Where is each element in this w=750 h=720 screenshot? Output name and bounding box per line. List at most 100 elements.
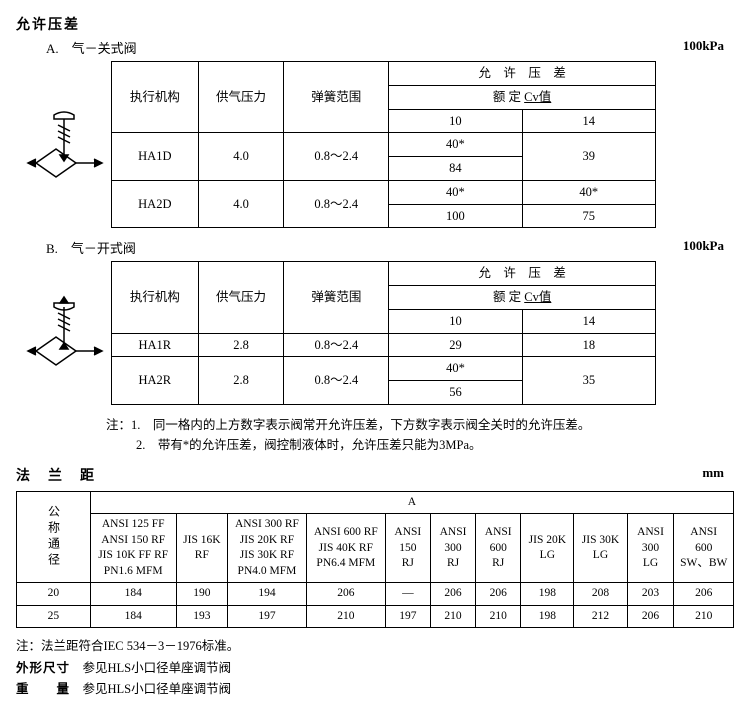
table-a: 执行机构 供气压力 弹簧范围 允 许 压 差 额 定 Cv值 10 14 HA1… (111, 61, 656, 228)
f-r25-5: 210 (430, 605, 475, 628)
fc6: ANSI 300 RJ (430, 514, 475, 583)
f-r20-dn: 20 (17, 583, 91, 606)
fc4: ANSI 600 RF JIS 40K RF PN6.4 MFM (306, 514, 385, 583)
b-r2-act: HA2R (112, 357, 199, 405)
table-a-wrap: 执行机构 供气压力 弹簧范围 允 许 压 差 额 定 Cv值 10 14 HA1… (16, 61, 734, 228)
b-r1-act: HA1R (112, 333, 199, 357)
a-r2-act: HA2D (112, 180, 199, 228)
b-r1-sup: 2.8 (198, 333, 284, 357)
b-r2-c14: 35 (522, 357, 655, 405)
f-r20-0: 184 (90, 583, 176, 606)
valve-open-icon (24, 293, 104, 373)
wt-text: 参见HLS小口径单座调节阀 (70, 682, 231, 696)
f-r20-7: 198 (521, 583, 574, 606)
thb-cv: 额 定 Cv值 (389, 286, 656, 310)
b-r1-spr: 0.8～2.4 (284, 333, 389, 357)
flange-note: 注：法兰距符合IEC 534－3－1976标准。 (16, 636, 734, 657)
thb-spring: 弹簧范围 (284, 262, 389, 333)
th-supply: 供气压力 (198, 62, 284, 133)
wt-line: 重 量 参见HLS小口径单座调节阀 (16, 679, 734, 700)
thb-allow: 允 许 压 差 (389, 262, 656, 286)
b-r2-c10b: 56 (389, 381, 523, 405)
fc8: JIS 20K LG (521, 514, 574, 583)
th-spring: 弹簧范围 (284, 62, 389, 133)
fc2: JIS 16K RF (176, 514, 227, 583)
flange-table: 公称通径 A ANSI 125 FF ANSI 150 RF JIS 10K F… (16, 491, 734, 629)
fc11: ANSI 600 SW、BW (674, 514, 734, 583)
thb-actuator: 执行机构 (112, 262, 199, 333)
a-r2-spr: 0.8～2.4 (284, 180, 389, 228)
th-actuator: 执行机构 (112, 62, 199, 133)
a-r1-c10b: 84 (389, 157, 522, 181)
f-r20-2: 194 (228, 583, 307, 606)
dim-label: 外形尺寸 (16, 661, 70, 675)
b-r2-c10a: 40* (389, 357, 523, 381)
a-r2-sup: 4.0 (198, 180, 284, 228)
f-r25-1: 193 (176, 605, 227, 628)
fc5: ANSI 150 RJ (385, 514, 430, 583)
bottom-notes: 注：法兰距符合IEC 534－3－1976标准。 外形尺寸 参见HLS小口径单座… (16, 636, 734, 700)
cvb-underline: Cv值 (524, 290, 551, 304)
sub-a-unit: 100kPa (683, 38, 724, 54)
a-r2-c10a: 40* (389, 180, 522, 204)
f-r20-4: — (385, 583, 430, 606)
b-r2-sup: 2.8 (198, 357, 284, 405)
note-2: 2. 带有*的允许压差，阀控制液体时，允许压差只能为3MPa。 (136, 435, 734, 455)
sub-b-row: B. 气－开式阀 100kPa (16, 238, 734, 257)
f-r20-3: 206 (306, 583, 385, 606)
section2-unit: mm (702, 465, 724, 485)
section2-title: 法 兰 距 (16, 465, 96, 485)
th-allow: 允 许 压 差 (389, 62, 656, 86)
th-10: 10 (389, 109, 522, 133)
table-b-wrap: 执行机构 供气压力 弹簧范围 允 许 压 差 额 定 Cv值 10 14 HA1… (16, 261, 734, 405)
sub-b-label: B. 气－开式阀 (46, 238, 136, 257)
f-r25-4: 197 (385, 605, 430, 628)
a-r2-c14b: 75 (522, 204, 655, 228)
thb-14: 14 (522, 309, 655, 333)
fc1: ANSI 125 FF ANSI 150 RF JIS 10K FF RF PN… (90, 514, 176, 583)
b-r1-c14: 18 (522, 333, 655, 357)
f-r25-8: 212 (574, 605, 627, 628)
b-r1-c10: 29 (389, 333, 523, 357)
f-r25-7: 198 (521, 605, 574, 628)
a-r1-c14: 39 (522, 133, 655, 181)
sub-a-row: A. 气－关式阀 100kPa (16, 38, 734, 57)
f-r20-8: 208 (574, 583, 627, 606)
cv-text: 额 定 (493, 90, 524, 104)
th-14: 14 (522, 109, 655, 133)
a-r2-c14a: 40* (522, 180, 655, 204)
a-r1-spr: 0.8～2.4 (284, 133, 389, 181)
b-r2-spr: 0.8～2.4 (284, 357, 389, 405)
f-r25-dn: 25 (17, 605, 91, 628)
fc3: ANSI 300 RF JIS 20K RF JIS 30K RF PN4.0 … (228, 514, 307, 583)
f-r20-10: 206 (674, 583, 734, 606)
flange-vhead: 公称通径 (17, 491, 91, 583)
sub-a-label: A. 气－关式阀 (46, 38, 137, 57)
f-r25-10: 210 (674, 605, 734, 628)
f-r25-2: 197 (228, 605, 307, 628)
a-r1-act: HA1D (112, 133, 199, 181)
fc7: ANSI 600 RJ (476, 514, 521, 583)
fc10: ANSI 300 LG (627, 514, 674, 583)
cvb-text: 额 定 (493, 290, 524, 304)
note-1: 注：1. 同一格内的上方数字表示阀常开允许压差，下方数字表示阀全关时的允许压差。 (106, 415, 734, 435)
cv-underline: Cv值 (524, 90, 551, 104)
section1-title: 允许压差 (16, 14, 734, 34)
thb-supply: 供气压力 (198, 262, 284, 333)
thb-10: 10 (389, 309, 523, 333)
a-r2-c10b: 100 (389, 204, 522, 228)
f-r20-5: 206 (430, 583, 475, 606)
f-r20-9: 203 (627, 583, 674, 606)
f-r25-9: 206 (627, 605, 674, 628)
flange-colhead: A (90, 491, 733, 514)
f-r20-6: 206 (476, 583, 521, 606)
valve-close-diagram (16, 105, 111, 185)
dim-line: 外形尺寸 参见HLS小口径单座调节阀 (16, 658, 734, 679)
a-r1-c10a: 40* (389, 133, 522, 157)
sub-b-unit: 100kPa (683, 238, 724, 254)
f-r25-0: 184 (90, 605, 176, 628)
f-r20-1: 190 (176, 583, 227, 606)
dim-text: 参见HLS小口径单座调节阀 (70, 661, 231, 675)
wt-label: 重 量 (16, 682, 70, 696)
valve-close-icon (24, 105, 104, 185)
